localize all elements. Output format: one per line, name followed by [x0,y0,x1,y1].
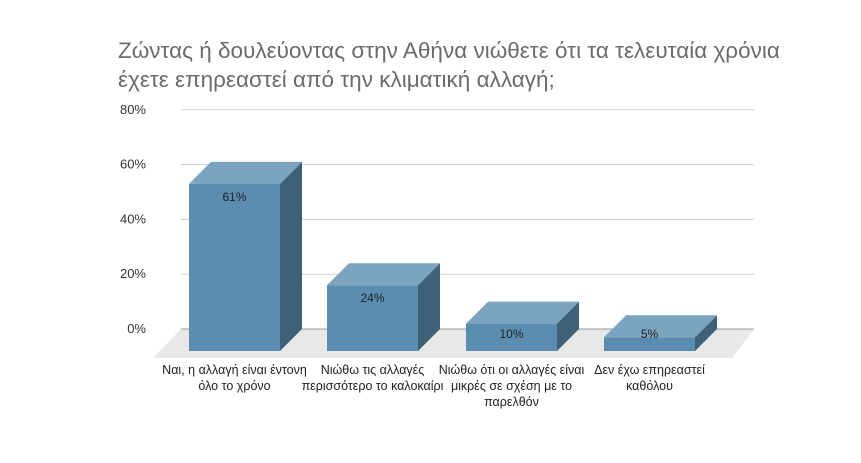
bar-side [280,161,302,351]
data-label: 5% [641,327,659,341]
category-label: Δεν έχω επηρεαστεί καθόλου [594,363,705,393]
bar-top [466,301,579,324]
bar-top [604,315,717,338]
data-label: 10% [499,327,523,341]
data-label: 24% [360,291,384,305]
bar: 5% [604,315,717,351]
y-tick-label: 20% [120,266,146,281]
y-tick-label: 0% [127,321,146,336]
grid-layer: 0% 20% 40% 60% 80% [120,102,754,358]
bar-side [418,263,440,351]
y-tick-label: 60% [120,157,146,172]
y-tick-label: 80% [120,102,146,117]
bar-top [189,161,302,184]
bar-side [695,315,717,351]
chart-title: Ζώντας ή δουλεύοντας στην Αθήνα νιώθετε … [118,38,780,92]
category-label: Νιώθω τις αλλαγές περισσότερο το καλοκαί… [301,363,444,393]
category-label: Ναι, η αλλαγή είναι έντονη όλο το χρόνο [162,363,307,393]
data-label: 61% [222,190,246,204]
bar: 10% [466,301,579,351]
bar: 61% [189,161,302,351]
bar-front [466,323,557,351]
bar-front [189,183,280,351]
bar-side [557,301,579,351]
chart-floor [153,329,754,358]
category-label: Νιώθω ότι οι αλλαγές είναι μικρές σε σχέ… [438,363,585,409]
bars-layer: 61% 24% 10% 5% [189,161,717,351]
bar-front [327,285,418,351]
bar: 24% [327,263,440,351]
y-tick-label: 40% [120,211,146,226]
bar-top [327,263,440,286]
bar-front [604,337,695,351]
